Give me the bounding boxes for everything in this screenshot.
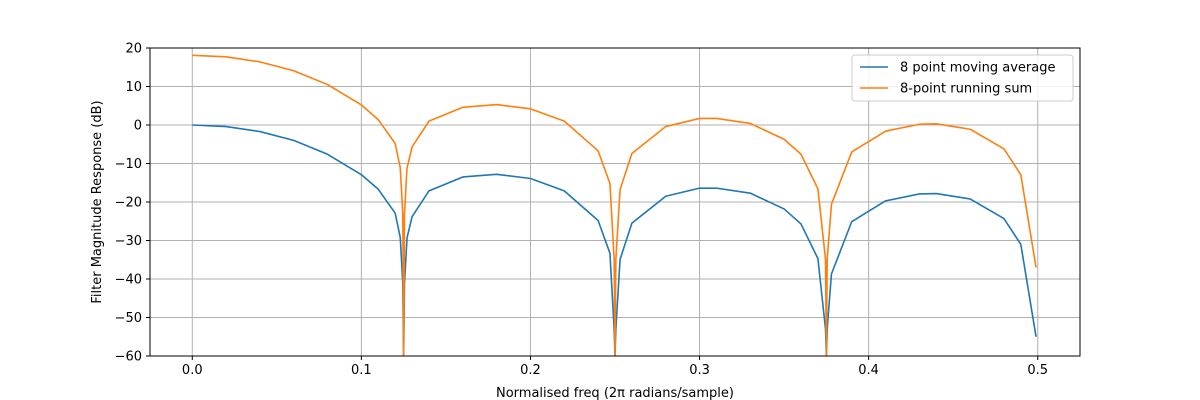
- y-tick-label: −60: [115, 350, 142, 365]
- x-axis-label: Normalised freq (2π radians/sample): [496, 386, 734, 400]
- x-tick-label: 0.0: [182, 363, 203, 378]
- axis-ticks: 0.0 0.1 0.2 0.3 0.4 0.5 20 10 0 −10 −20 −30 −40 −50 −6…: [115, 42, 1049, 379]
- x-tick-label: 0.3: [689, 363, 710, 378]
- legend-box: [851, 54, 1074, 102]
- y-tick-label: 20: [125, 42, 142, 57]
- series-lines: [192, 54, 1037, 356]
- y-tick-label: 10: [125, 80, 142, 95]
- y-tick-label: −30: [115, 234, 142, 249]
- y-tick-label: 0: [134, 119, 142, 134]
- series-line-1: [192, 124, 1037, 356]
- x-tick-label: 0.4: [858, 363, 879, 378]
- legend-entry-label: 8 point moving average: [900, 61, 1055, 76]
- y-tick-label: −20: [115, 196, 142, 211]
- y-tick-label: −10: [115, 157, 142, 172]
- series-line-2: [192, 54, 1037, 356]
- y-axis-label: Filter Magnitude Response (dB): [90, 100, 105, 303]
- legend: 8 point moving average 8-point running su…: [851, 54, 1074, 102]
- y-tick-label: −40: [115, 273, 142, 288]
- y-tick-label: −50: [115, 311, 142, 326]
- x-tick-label: 0.2: [520, 363, 541, 378]
- x-tick-label: 0.1: [351, 363, 372, 378]
- x-tick-label: 0.5: [1027, 363, 1048, 378]
- legend-entry-label: 8-point running sum: [900, 82, 1032, 97]
